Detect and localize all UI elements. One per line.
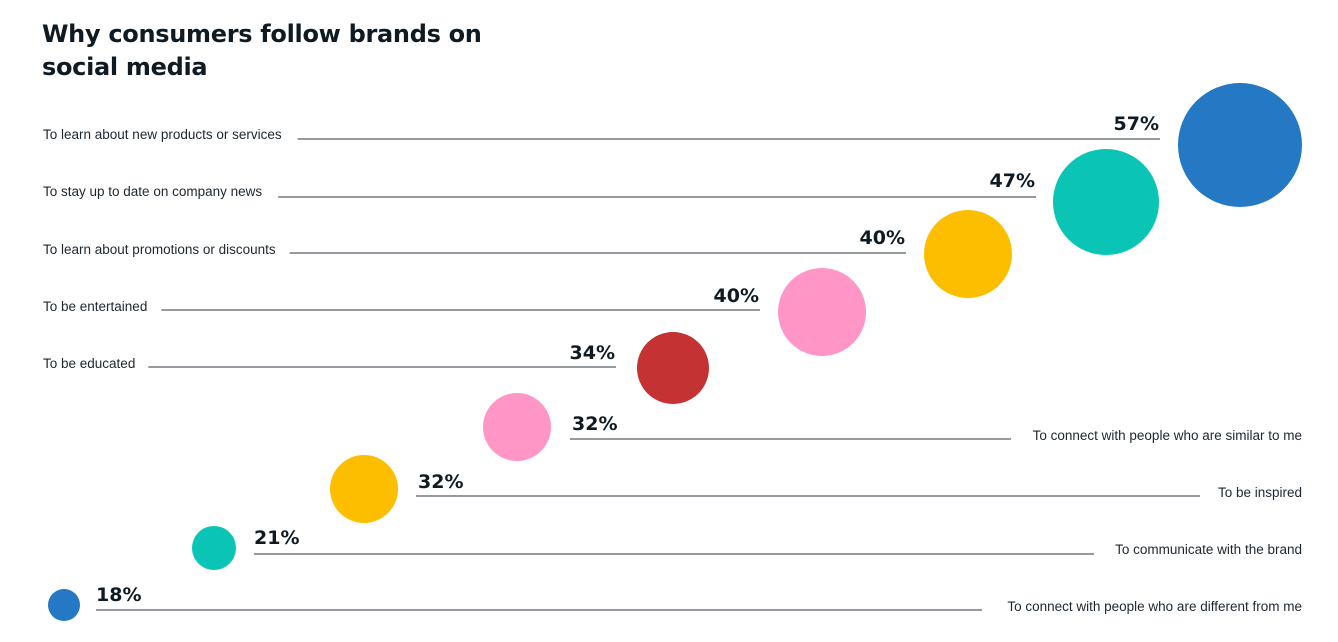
category-label: To connect with people who are similar t…	[1033, 428, 1302, 443]
bubble-item: 32% To connect with people who are simila…	[483, 393, 1302, 461]
value-label: 32%	[572, 413, 617, 435]
category-label: To be educated	[43, 356, 135, 371]
bubble	[778, 268, 866, 356]
bubble	[924, 210, 1012, 298]
category-label: To connect with people who are different…	[1007, 599, 1302, 614]
chart-title: Why consumers follow brands on social me…	[42, 20, 482, 81]
category-label: To be entertained	[43, 299, 147, 314]
bubble-item: To learn about new products or services 5…	[43, 83, 1302, 207]
bubble-item: To stay up to date on company news 47%	[43, 149, 1159, 255]
category-label: To learn about new products or services	[43, 127, 282, 142]
bubble	[330, 455, 398, 523]
bubble-item: To be educated 34%	[43, 332, 709, 404]
bubble-item: 18% To connect with people who are differ…	[48, 584, 1302, 621]
bubble	[637, 332, 709, 404]
bubble-item: To be entertained 40%	[43, 268, 866, 356]
category-label: To communicate with the brand	[1115, 542, 1302, 557]
value-label: 18%	[96, 584, 141, 606]
bubble-item: 32% To be inspired	[330, 455, 1302, 523]
bubble-item: 21% To communicate with the brand	[192, 526, 1302, 570]
value-label: 21%	[254, 527, 299, 549]
value-label: 57%	[1114, 113, 1159, 135]
category-label: To stay up to date on company news	[43, 184, 262, 199]
bubble-item: To learn about promotions or discounts 40…	[43, 210, 1012, 298]
value-label: 40%	[860, 227, 905, 249]
value-label: 40%	[714, 285, 759, 307]
bubble	[48, 589, 80, 621]
value-label: 34%	[570, 342, 615, 364]
value-label: 32%	[418, 471, 463, 493]
category-label: To be inspired	[1218, 485, 1302, 500]
category-label: To learn about promotions or discounts	[43, 242, 276, 257]
bubble	[1053, 149, 1159, 255]
bubble	[192, 526, 236, 570]
value-label: 47%	[990, 170, 1035, 192]
bubble	[483, 393, 551, 461]
bubble	[1178, 83, 1302, 207]
